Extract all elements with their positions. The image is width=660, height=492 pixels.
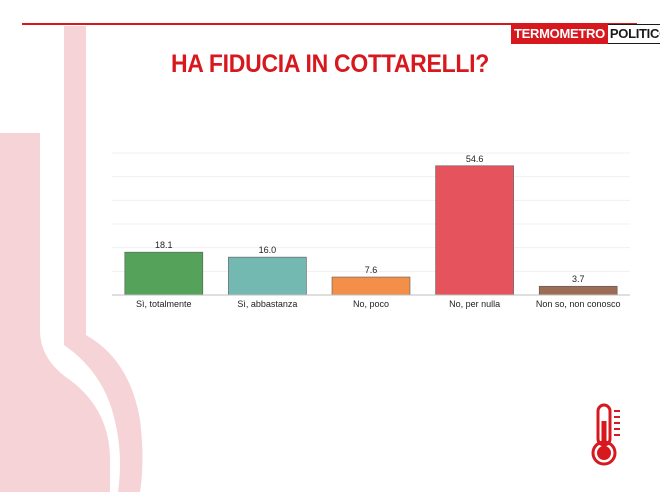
category-label: No, per nulla [449,299,500,309]
termometro-politico-logo: TERMOMETRO POLITICO [511,24,660,44]
bar-value-label: 7.6 [365,265,378,275]
category-label: Sì, abbastanza [237,299,297,309]
category-label: No, poco [353,299,389,309]
bar-value-label: 16.0 [259,245,277,255]
bar-value-label: 3.7 [572,274,585,284]
bar-value-label: 18.1 [155,240,173,250]
category-label: Sì, totalmente [136,299,192,309]
bar [435,165,514,296]
logo-text-right: POLITICO [607,24,660,44]
bar-value-label: 54.6 [466,154,484,164]
bar [538,285,618,296]
top-rule [22,23,637,25]
chart-bars: 18.1 Sì, totalmente 16.0 Sì, abbastanza 7.6 N… [124,154,621,309]
bar [331,276,411,296]
page-title: HA FIDUCIA IN COTTARELLI? [170,50,490,78]
bar [228,256,307,296]
category-label: Non so, non conosco [536,299,621,309]
chart-grid [112,152,630,272]
thermometer-icon [591,403,620,466]
logo-text-left: TERMOMETRO [511,24,608,44]
bar [124,251,204,296]
